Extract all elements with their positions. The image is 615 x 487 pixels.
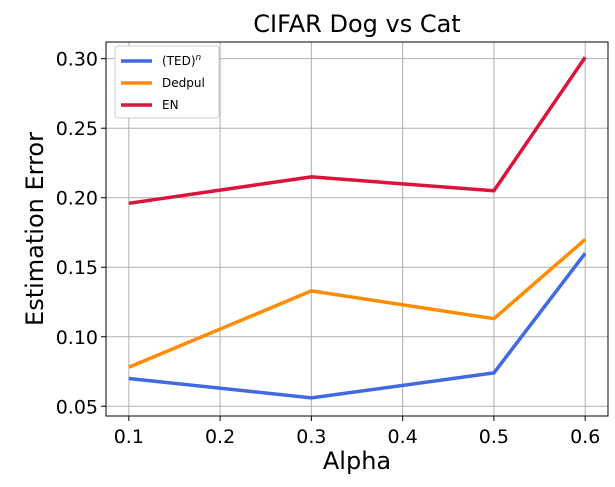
series-group [128, 56, 587, 400]
legend-box [114, 45, 220, 119]
x-tick-label: 0.5 [479, 426, 509, 448]
legend-label-ted: (TED)n [162, 53, 202, 68]
x-tick-label: 0.1 [114, 426, 144, 448]
x-tick-label: 0.4 [388, 426, 418, 448]
series-line-ted [128, 252, 587, 400]
y-tick-label: 0.25 [56, 118, 98, 140]
series-line-en [128, 56, 587, 206]
ticks: 0.1 0.2 0.3 0.4 0.5 0.6 0.05 0.10 0.15 0.20 0.25 0.… [56, 49, 601, 448]
y-tick-label: 0.30 [56, 49, 98, 71]
y-axis-title: Estimation Error [21, 132, 49, 326]
x-tick-label: 0.2 [205, 426, 235, 448]
grid [106, 42, 608, 416]
x-axis-title: Alpha [323, 447, 391, 475]
plot-frame [105, 41, 609, 417]
legend-label-en: EN [162, 98, 179, 112]
series-line-dedpul [128, 238, 587, 369]
y-tick-label: 0.10 [56, 327, 98, 349]
y-tick-label: 0.05 [56, 396, 98, 418]
chart-title: CIFAR Dog vs Cat [253, 10, 460, 38]
legend: (TED)n Dedpul EN [114, 45, 220, 119]
legend-label-dedpul: Dedpul [162, 76, 205, 90]
y-tick-label: 0.15 [56, 257, 98, 279]
y-tick-label: 0.20 [56, 188, 98, 210]
x-tick-label: 0.3 [296, 426, 326, 448]
x-tick-label: 0.6 [570, 426, 600, 448]
